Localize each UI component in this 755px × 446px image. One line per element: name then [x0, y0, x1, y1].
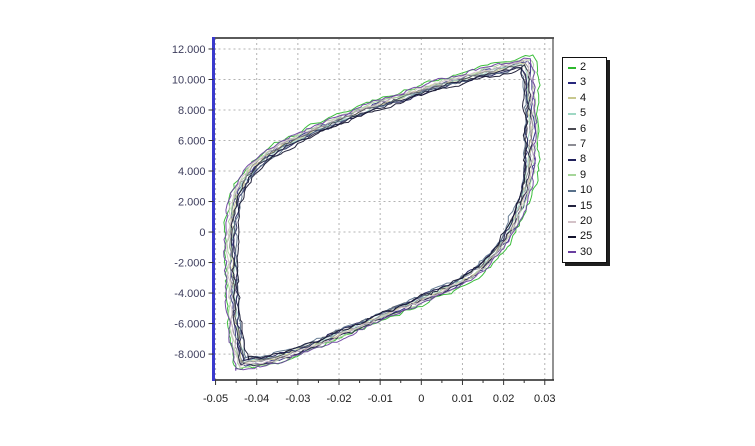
- legend-item-9: 9: [563, 168, 606, 183]
- legend-label: 25: [580, 230, 593, 243]
- legend-label: 3: [580, 76, 587, 89]
- legend-marker-icon: [568, 235, 576, 238]
- legend-item-15: 15: [563, 199, 606, 214]
- legend-label: 4: [580, 91, 587, 104]
- x-tick-label: 0.01: [452, 393, 473, 405]
- x-tick-label: -0.04: [244, 393, 269, 405]
- series-6: [232, 64, 529, 362]
- legend-item-10: 10: [563, 183, 606, 198]
- axes-and-spines: [212, 37, 554, 381]
- y-tick-label: 12.000: [172, 44, 206, 56]
- series-30: [223, 57, 538, 371]
- axis-tick-labels: 12.000 10.000 8.000 6.000 4.000 2.000 0 -2.000 -…: [172, 44, 556, 405]
- y-tick-label: 6.000: [178, 136, 206, 148]
- legend-marker-icon: [568, 251, 576, 254]
- y-tick-label: -4.000: [174, 288, 205, 300]
- series-2: [223, 54, 541, 370]
- legend-label: 30: [580, 245, 593, 258]
- legend-label: 9: [580, 168, 587, 181]
- x-tick-label: -0.02: [326, 393, 351, 405]
- legend-marker-icon: [568, 205, 576, 208]
- legend-item-20: 20: [563, 214, 606, 229]
- legend-item-3: 3: [563, 75, 606, 90]
- chart-legend: 2 3 4 5 6 7 8 9 10 15 20 25 30: [562, 57, 607, 264]
- legend-marker-icon: [568, 220, 576, 223]
- legend-label: 10: [580, 184, 593, 197]
- legend-marker-icon: [568, 189, 576, 192]
- tick-marks: [208, 48, 546, 385]
- y-tick-label: -6.000: [174, 319, 205, 331]
- legend-label: 7: [580, 137, 587, 150]
- x-tick-label: 0: [418, 393, 424, 405]
- legend-marker-icon: [568, 174, 576, 177]
- legend-item-30: 30: [563, 245, 606, 260]
- x-tick-label: 0.03: [534, 393, 555, 405]
- series-4: [229, 62, 533, 364]
- x-tick-label: -0.01: [368, 393, 393, 405]
- x-tick-label: -0.03: [285, 393, 310, 405]
- legend-item-8: 8: [563, 152, 606, 167]
- series-20: [225, 58, 535, 367]
- y-tick-label: 0: [199, 227, 205, 239]
- x-tick-label: -0.05: [203, 393, 228, 405]
- legend-marker-icon: [568, 128, 576, 131]
- legend-label: 8: [580, 153, 587, 166]
- legend-item-7: 7: [563, 137, 606, 152]
- legend-label: 2: [580, 61, 587, 73]
- legend-marker-icon: [568, 97, 576, 100]
- legend-marker-icon: [568, 143, 576, 146]
- legend-item-4: 4: [563, 91, 606, 106]
- series-25: [236, 67, 528, 361]
- y-tick-label: 10.000: [172, 74, 206, 86]
- y-tick-label: 4.000: [178, 166, 206, 178]
- x-tick-label: 0.02: [493, 393, 514, 405]
- series-15: [230, 64, 533, 367]
- legend-label: 20: [580, 214, 593, 227]
- legend-marker-icon: [568, 66, 576, 69]
- legend-label: 6: [580, 122, 587, 135]
- legend-marker-icon: [568, 159, 576, 162]
- legend-item-5: 5: [563, 106, 606, 121]
- legend-label: 5: [580, 107, 587, 120]
- legend-marker-icon: [568, 112, 576, 115]
- legend-item-6: 6: [563, 122, 606, 137]
- legend-label: 15: [580, 199, 593, 212]
- legend-item-25: 25: [563, 229, 606, 244]
- y-tick-label: -2.000: [174, 258, 205, 270]
- gridlines: [213, 38, 553, 380]
- y-tick-label: -8.000: [174, 349, 205, 361]
- legend-item-2: 2: [563, 60, 606, 75]
- y-tick-label: 8.000: [178, 105, 206, 117]
- legend-marker-icon: [568, 82, 576, 85]
- y-tick-label: 2.000: [178, 197, 206, 209]
- series-curves: [223, 54, 541, 371]
